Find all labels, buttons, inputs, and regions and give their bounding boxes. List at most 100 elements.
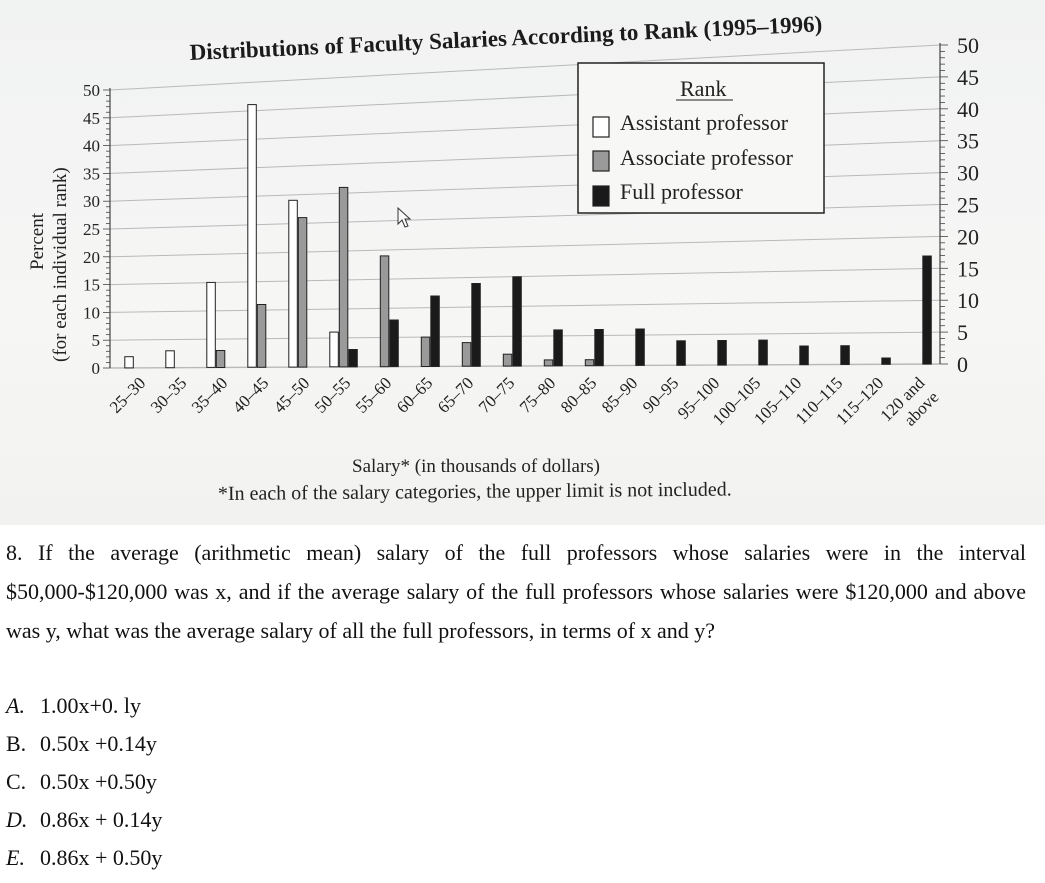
- y-axis-label: Percent: [27, 212, 48, 270]
- category-label: 35–40: [188, 373, 231, 416]
- bar-assistant: [329, 331, 339, 368]
- category-label: 40–45: [229, 373, 272, 416]
- gridline: [109, 267, 941, 286]
- bar-assistant: [288, 199, 298, 368]
- bar-full: [471, 283, 481, 367]
- bar-full: [512, 276, 522, 367]
- bars: [124, 104, 932, 369]
- bar-full: [881, 357, 891, 365]
- bar-assistant: [165, 350, 175, 369]
- right-tick-label: 40: [957, 97, 979, 122]
- bar-full: [758, 339, 768, 366]
- gridline: [109, 44, 941, 91]
- legend: Rank Assistant professor Associate profe…: [577, 62, 825, 214]
- category-label: 70–75: [475, 373, 518, 416]
- bar-associate: [502, 353, 513, 367]
- right-tick-label: 15: [957, 256, 979, 281]
- legend-label-assistant: Assistant professor: [620, 110, 789, 135]
- bar-associate: [379, 255, 390, 368]
- left-tick-label: 10: [83, 303, 100, 322]
- category-label: 65–70: [434, 373, 477, 416]
- gridline: [109, 299, 941, 313]
- chart-photo-background: [0, 0, 1045, 525]
- bar-associate: [584, 359, 595, 367]
- right-tick-label: 45: [957, 65, 979, 90]
- right-tick-label: 0: [957, 352, 968, 377]
- option-letter: A.: [6, 693, 25, 718]
- left-tick-label: 50: [83, 81, 100, 100]
- answer-option-e[interactable]: E. 0.86x + 0.50y: [6, 839, 162, 877]
- bar-full: [717, 340, 727, 366]
- mouse-cursor-icon: [397, 206, 412, 228]
- category-label: 60–65: [393, 373, 436, 416]
- bar-full: [389, 319, 399, 368]
- option-letter: D.: [6, 807, 28, 832]
- bar-full: [553, 329, 563, 367]
- category-label: 50–55: [311, 373, 354, 416]
- right-tick-label: 25: [957, 193, 979, 218]
- right-tick-label: 30: [957, 161, 979, 186]
- option-letter: E.: [6, 845, 25, 870]
- left-tick-label: 45: [83, 109, 100, 128]
- bar-associate: [338, 186, 349, 368]
- x-axis-label: Salary* (in thousands of dollars): [352, 456, 600, 477]
- right-y-axis: 0 5 10 15 20 25 30 35 40 45 50: [957, 33, 979, 377]
- bar-full: [922, 255, 932, 365]
- category-label: 80–85: [557, 373, 600, 416]
- bar-full: [840, 345, 850, 366]
- category-label: 25–30: [106, 373, 149, 416]
- option-text: 0.50x +0.14y: [40, 731, 157, 756]
- bar-associate: [297, 217, 308, 368]
- gridline: [109, 363, 941, 369]
- legend-label-associate: Associate professor: [620, 145, 794, 170]
- left-tick-label: 40: [83, 137, 100, 156]
- option-text: 0.86x + 0.14y: [40, 807, 163, 832]
- gridline: [109, 331, 941, 341]
- bar-full: [348, 349, 358, 368]
- bar-full: [594, 329, 604, 367]
- legend-title: Rank: [680, 76, 726, 101]
- bar-full: [799, 345, 809, 366]
- salary-distribution-chart: 0 5 10 15 20 25 30 35 40 45 50 0 5 10 15 20 25 30 35 40 45 5…: [27, 11, 979, 505]
- right-tick-label: 10: [957, 288, 979, 313]
- right-tick-label: 5: [957, 320, 968, 345]
- bar-associate: [543, 359, 554, 367]
- category-label: 55–60: [352, 373, 395, 416]
- left-tick-label: 25: [83, 220, 100, 239]
- option-text: 0.50x +0.50y: [40, 769, 157, 794]
- answer-option-b[interactable]: B. 0.50x +0.14y: [6, 725, 162, 763]
- option-letter: C.: [6, 769, 27, 794]
- bar-full: [430, 295, 440, 367]
- left-tick-label: 0: [92, 359, 101, 378]
- legend-swatch-associate: [592, 150, 610, 172]
- question-text: 8. If the average (arithmetic mean) sala…: [6, 540, 1026, 643]
- option-letter: B.: [6, 731, 27, 756]
- left-y-axis: 0 5 10 15 20 25 30 35 40 45 50: [83, 81, 100, 378]
- category-label: 120 andabove: [876, 373, 942, 439]
- bar-associate: [461, 342, 472, 367]
- footnote: *In each of the salary categories, the u…: [218, 479, 732, 505]
- legend-box: [577, 62, 825, 214]
- right-tick-label: 35: [957, 129, 979, 154]
- legend-swatch-full: [592, 185, 610, 207]
- answer-option-a[interactable]: A. 1.00x+0. ly: [6, 687, 162, 725]
- legend-label-full: Full professor: [620, 179, 744, 204]
- y-axis-label-sub: (for each individual rank): [50, 167, 71, 362]
- category-label: 85–90: [598, 373, 641, 416]
- left-tick-label: 5: [92, 331, 101, 350]
- x-axis-categories: 25–3030–3535–4040–4545–5050–5555–6060–65…: [106, 373, 943, 439]
- answer-option-c[interactable]: C. 0.50x +0.50y: [6, 763, 162, 801]
- option-text: 1.00x+0. ly: [40, 693, 142, 718]
- legend-swatch-assistant: [592, 116, 610, 138]
- left-tick-label: 15: [83, 276, 100, 295]
- category-label: 30–35: [147, 373, 190, 416]
- bar-associate: [215, 350, 226, 368]
- answer-option-d[interactable]: D. 0.86x + 0.14y: [6, 801, 162, 839]
- right-tick-label: 50: [957, 33, 979, 58]
- bar-assistant: [124, 356, 134, 369]
- bar-assistant: [247, 104, 257, 368]
- bar-full: [635, 328, 645, 366]
- bar-assistant: [206, 281, 216, 368]
- bar-associate: [420, 336, 431, 368]
- answer-options: A. 1.00x+0. ly B. 0.50x +0.14y C. 0.50x +0.…: [6, 687, 162, 877]
